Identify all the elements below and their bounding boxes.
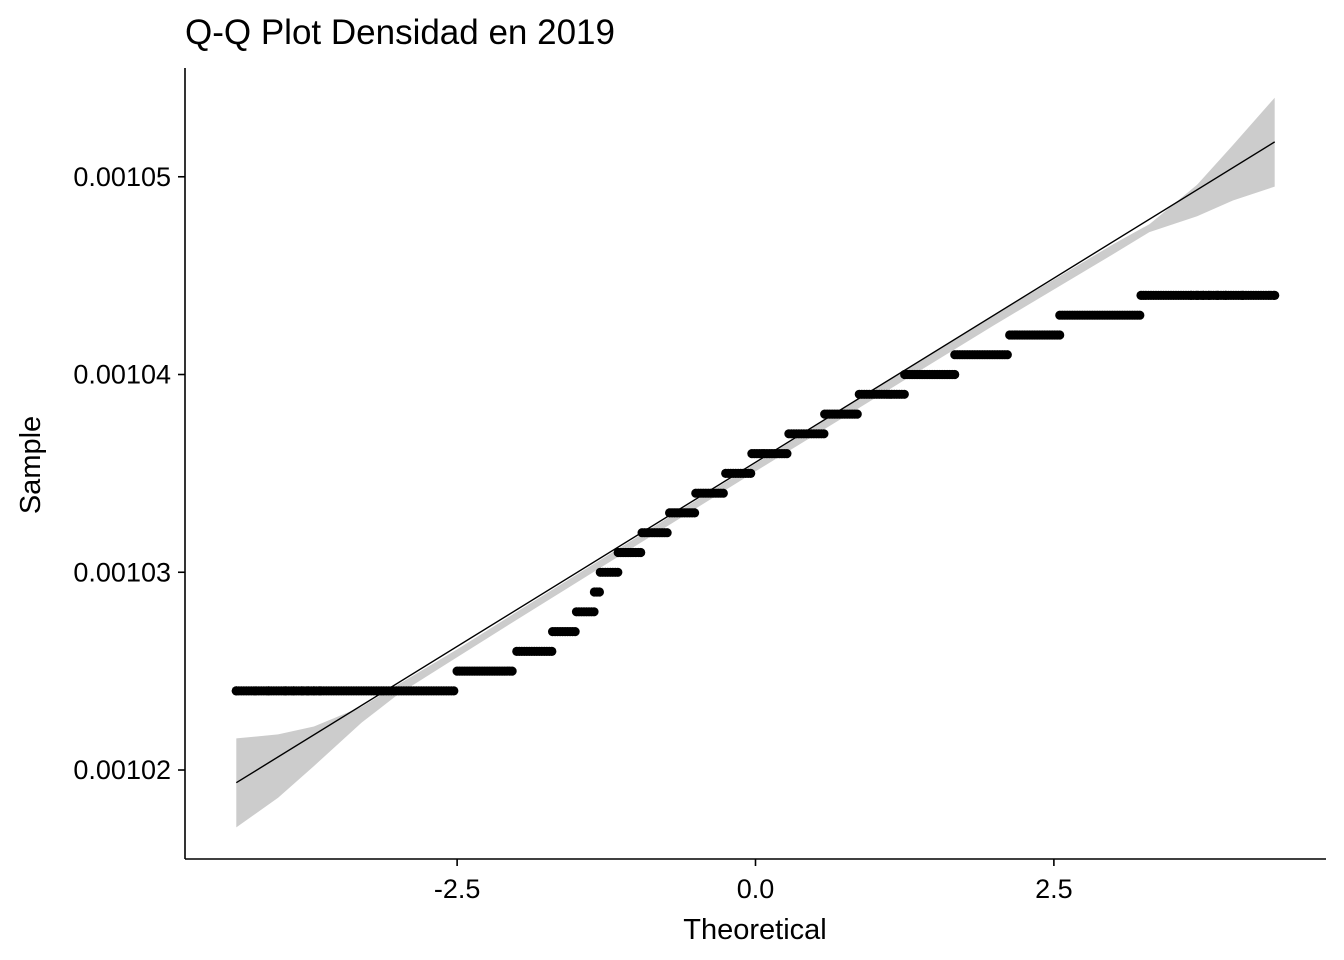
- x-axis-title: Theoretical: [683, 914, 826, 946]
- sample-run: [589, 587, 605, 597]
- sample-point: [263, 686, 274, 696]
- sample-point: [231, 686, 241, 696]
- sample-point: [589, 607, 599, 617]
- sample-run: [548, 627, 580, 637]
- sample-point: [690, 508, 700, 518]
- sample-point: [662, 528, 672, 538]
- sample-run: [1136, 290, 1280, 300]
- sample-point: [1221, 290, 1231, 300]
- sample-point: [594, 587, 605, 597]
- sample-run: [1005, 330, 1065, 340]
- sample-point: [1270, 290, 1280, 300]
- sample-run: [665, 508, 700, 518]
- sample-points: [231, 290, 1280, 696]
- y-tick-label: 0.00102: [73, 755, 171, 785]
- sample-point: [1055, 330, 1065, 340]
- sample-run: [721, 468, 756, 478]
- x-axis-ticks: -2.5 0.0 2.5: [434, 859, 1073, 904]
- sample-point: [507, 666, 517, 676]
- sample-point: [1135, 310, 1145, 320]
- sample-point: [1212, 290, 1222, 300]
- sample-point: [852, 409, 862, 419]
- reference-line: [235, 141, 1276, 784]
- y-axis-ticks: 0.00102 0.00103 0.00104 0.00105: [73, 162, 185, 785]
- sample-point: [289, 686, 299, 696]
- x-tick-label: -2.5: [434, 874, 481, 904]
- sample-point: [819, 429, 829, 439]
- sample-run: [231, 686, 459, 696]
- sample-run: [571, 607, 599, 617]
- y-axis-title: Sample: [15, 416, 47, 514]
- sample-point: [718, 488, 728, 498]
- sample-run: [854, 389, 909, 399]
- sample-run: [820, 409, 862, 419]
- sample-run: [512, 646, 557, 657]
- y-tick-label: 0.00103: [73, 557, 171, 587]
- x-tick-label: 2.5: [1035, 874, 1073, 904]
- sample-point: [782, 449, 792, 459]
- sample-point: [449, 686, 459, 696]
- sample-point: [1002, 350, 1012, 360]
- sample-point: [950, 369, 960, 380]
- sample-point: [899, 389, 909, 399]
- sample-point: [547, 646, 557, 657]
- sample-point: [1204, 290, 1214, 300]
- y-tick-label: 0.00104: [73, 360, 171, 390]
- sample-run: [1055, 310, 1145, 320]
- sample-run: [900, 369, 960, 380]
- x-tick-label: 0.0: [737, 874, 775, 904]
- y-tick-label: 0.00105: [73, 162, 171, 192]
- sample-point: [315, 686, 325, 696]
- sample-run: [613, 547, 646, 558]
- sample-point: [280, 686, 290, 696]
- sample-run: [637, 528, 672, 538]
- reference-line-path: [235, 141, 1276, 784]
- sample-point: [570, 627, 580, 637]
- sample-point: [636, 547, 646, 558]
- sample-point: [746, 468, 756, 478]
- sample-run: [452, 666, 517, 676]
- sample-run: [595, 567, 623, 577]
- sample-point: [1237, 290, 1248, 300]
- sample-run: [950, 350, 1012, 360]
- chart-title: Q-Q Plot Densidad en 2019: [185, 13, 615, 52]
- sample-point: [613, 567, 623, 577]
